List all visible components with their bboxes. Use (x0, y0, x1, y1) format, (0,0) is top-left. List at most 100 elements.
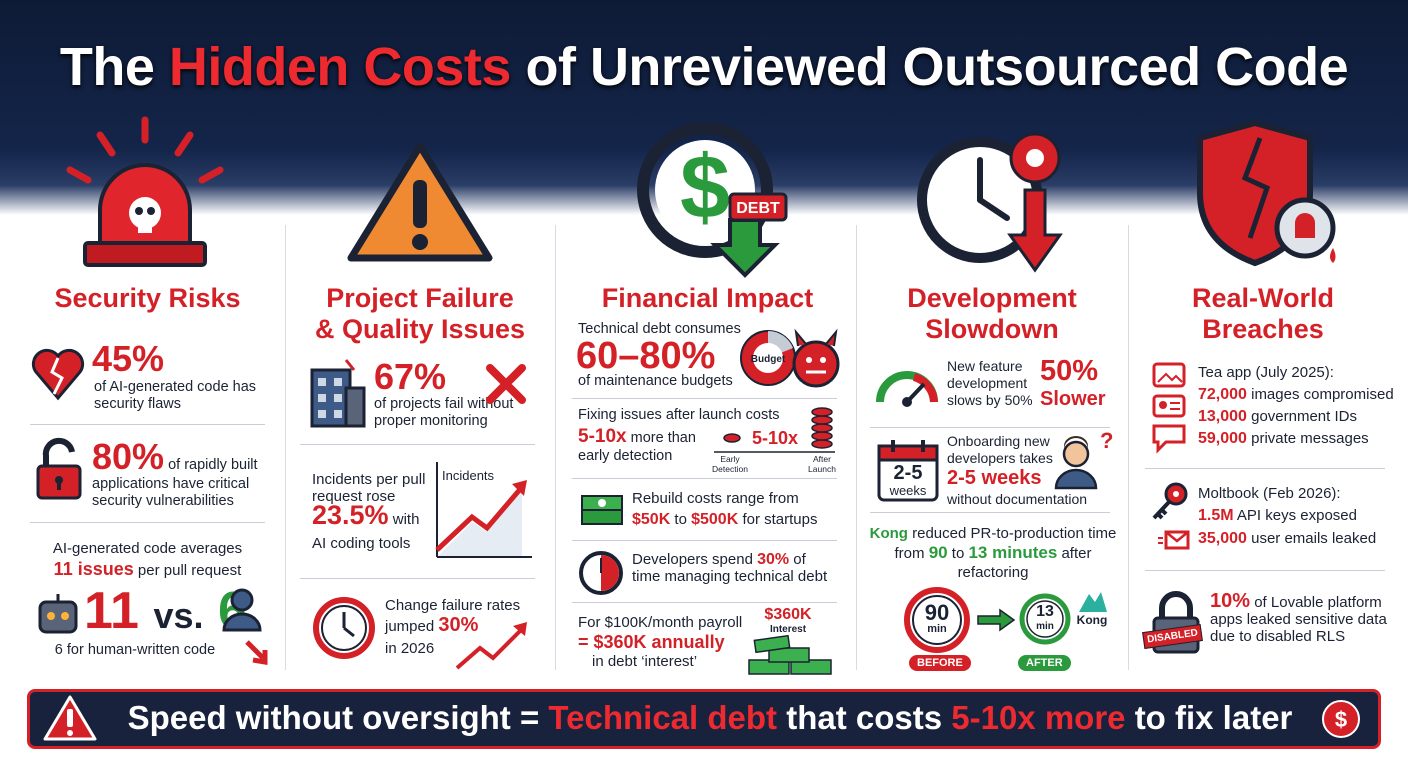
decoration-path (601, 555, 619, 591)
decoration-path (1295, 213, 1315, 238)
banner-dollar-icon: $ (1322, 700, 1360, 738)
text: Change failure rates (385, 597, 521, 614)
decoration-circle (47, 612, 55, 620)
before-pill: BEFORE (909, 655, 971, 671)
stat: 2-5 weeks (947, 467, 1042, 489)
heading-line: Project Failure (326, 283, 514, 313)
decoration-rect (334, 394, 342, 402)
decoration-path (1157, 372, 1183, 383)
separator (572, 478, 837, 479)
decoration-rect (1152, 394, 1186, 418)
email-icon (1158, 530, 1190, 550)
decoration-text: ? (1100, 428, 1113, 453)
ai-count: 11 (84, 582, 139, 640)
decoration-path (1241, 137, 1271, 239)
before-clock (904, 587, 970, 653)
text: New feature development slows by 50% (947, 358, 1033, 408)
decoration-circle (1159, 401, 1167, 409)
stat: 30% (757, 551, 790, 568)
decoration-path (794, 328, 838, 347)
text-block: Kong reduced PR-to-production time from … (868, 524, 1118, 582)
decoration-circle (1026, 600, 1064, 638)
column-heading: Financial Impact (565, 283, 850, 314)
breach-icons (1152, 362, 1186, 454)
separator (572, 398, 837, 399)
decoration-path (344, 359, 356, 371)
stat: 90 (928, 543, 948, 562)
decoration-path (912, 373, 938, 403)
text: jumped (385, 618, 435, 635)
text-block: Developers spend 30% of time managing te… (632, 551, 837, 585)
siren-icon (66, 116, 224, 267)
divider (555, 225, 556, 670)
money-pile (748, 634, 832, 675)
breach-line: 35,000 user emails leaked (1198, 530, 1376, 547)
decoration-line (96, 131, 116, 157)
column-heading: Development Slowdown (862, 283, 1122, 345)
stat: 60–80% (576, 335, 716, 377)
text: images compromised (1251, 386, 1394, 403)
versus: vs. (153, 595, 204, 636)
decoration-path (1152, 500, 1171, 520)
decoration-path (512, 480, 527, 496)
text: Rebuild costs range from (632, 490, 799, 507)
text: after refactoring (957, 545, 1092, 581)
after-unit: min (1036, 621, 1054, 632)
text: AI coding tools (312, 535, 411, 552)
decoration-circle (412, 234, 428, 250)
decoration-ellipse (811, 407, 833, 417)
decoration-line (977, 197, 1010, 221)
divider (285, 225, 286, 670)
highlight: 11 issues (53, 559, 134, 579)
decoration-line (198, 166, 224, 184)
text: private messages (1251, 430, 1369, 447)
decoration-path (245, 640, 268, 665)
comparison-caption: 6 for human-written code (54, 642, 216, 658)
calendar-value: 2-5 (893, 462, 923, 484)
decoration-rect (753, 634, 791, 654)
calendar-icon (877, 440, 939, 502)
decoration-circle (1026, 149, 1044, 167)
separator (300, 444, 535, 445)
stat-text: of rapidly built applications have criti… (92, 457, 258, 509)
after-pill: AFTER (1018, 655, 1071, 671)
heading-line: Slowdown (925, 314, 1059, 344)
separator (572, 540, 837, 541)
count: 1.5M (1198, 507, 1234, 524)
axis-label: Launch (808, 464, 836, 474)
progress-arrow (977, 608, 1016, 632)
title: The Hidden Costs of Unreviewed Outsource… (0, 36, 1408, 98)
amount: $50K (632, 511, 671, 528)
separator (572, 602, 837, 603)
separator (300, 578, 535, 579)
kong-logo (1079, 592, 1107, 612)
stat-line: 23.5% with (312, 502, 437, 529)
decoration-ellipse (723, 433, 741, 443)
decoration-path (1152, 424, 1186, 454)
count: 72,000 (1198, 386, 1247, 403)
chart-label: Incidents (442, 468, 495, 483)
budget-icon: Budget (740, 328, 840, 388)
decoration-line (343, 626, 355, 638)
decoration-circle (61, 612, 69, 620)
heading-line: Breaches (1202, 314, 1324, 344)
decoration-ellipse (811, 439, 833, 449)
banner (27, 689, 1381, 749)
stat: 80% (92, 436, 165, 477)
decoration-path (42, 437, 75, 466)
decoration-rect (334, 378, 342, 386)
text: Incidents per pull request rose (312, 471, 426, 505)
warning-icon (347, 142, 493, 262)
stat: 50% (1040, 355, 1099, 387)
stat-label: Slower (1040, 388, 1106, 410)
decoration-path (1159, 591, 1193, 620)
down-arrow (245, 640, 268, 665)
banner-highlight: Technical debt (548, 699, 778, 736)
decoration-path (1165, 531, 1189, 543)
heading-line: Development (907, 283, 1077, 313)
decoration-rect (38, 600, 78, 634)
debt-tag: DEBT (736, 200, 780, 217)
decoration-rect (310, 368, 352, 428)
decoration-rect (318, 394, 326, 402)
budget-label: Budget (751, 354, 786, 365)
